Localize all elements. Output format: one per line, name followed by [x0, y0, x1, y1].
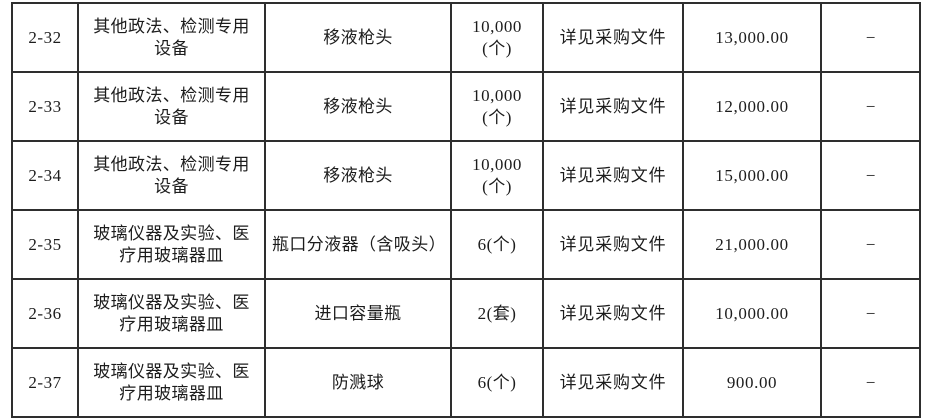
specification-cell: 详见采购文件 — [542, 209, 684, 280]
document-page: 2-32 其他政法、检测专用设备 移液枪头 10,000 (个) 详见采购文件 … — [11, 2, 921, 418]
procurement-item-table: 2-32 其他政法、检测专用设备 移液枪头 10,000 (个) 详见采购文件 … — [11, 2, 921, 418]
remark-cell: − — [820, 2, 921, 73]
item-name-cell: 移液枪头 — [264, 140, 452, 211]
remark-cell: − — [820, 140, 921, 211]
item-number-cell: 2-37 — [11, 347, 79, 418]
specification-cell: 详见采购文件 — [542, 347, 684, 418]
remark-cell: − — [820, 278, 921, 349]
specification-cell: 详见采购文件 — [542, 71, 684, 142]
quantity-unit: (个) — [482, 107, 512, 127]
category-cell: 其他政法、检测专用设备 — [77, 140, 266, 211]
category-cell: 其他政法、检测专用设备 — [77, 71, 266, 142]
table-row: 2-35 玻璃仪器及实验、医疗用玻璃器皿 瓶口分液器（含吸头） 6(个) 详见采… — [11, 209, 921, 280]
quantity-cell: 2(套) — [450, 278, 544, 349]
budget-amount-cell: 13,000.00 — [682, 2, 822, 73]
specification-cell: 详见采购文件 — [542, 140, 684, 211]
quantity-cell: 6(个) — [450, 347, 544, 418]
item-name-cell: 防溅球 — [264, 347, 452, 418]
item-number-cell: 2-36 — [11, 278, 79, 349]
budget-amount-cell: 12,000.00 — [682, 71, 822, 142]
budget-amount-cell: 10,000.00 — [682, 278, 822, 349]
quantity-value: 2(套) — [477, 303, 517, 323]
quantity-unit: (个) — [482, 176, 512, 196]
item-name-cell: 瓶口分液器（含吸头） — [264, 209, 452, 280]
budget-amount-cell: 15,000.00 — [682, 140, 822, 211]
category-cell: 其他政法、检测专用设备 — [77, 2, 266, 73]
quantity-cell: 10,000 (个) — [450, 2, 544, 73]
quantity-cell: 10,000 (个) — [450, 140, 544, 211]
category-cell: 玻璃仪器及实验、医疗用玻璃器皿 — [77, 278, 266, 349]
table-body: 2-32 其他政法、检测专用设备 移液枪头 10,000 (个) 详见采购文件 … — [11, 2, 921, 418]
quantity-cell: 10,000 (个) — [450, 71, 544, 142]
remark-cell: − — [820, 209, 921, 280]
budget-amount-cell: 21,000.00 — [682, 209, 822, 280]
item-number-cell: 2-35 — [11, 209, 79, 280]
category-cell: 玻璃仪器及实验、医疗用玻璃器皿 — [77, 209, 266, 280]
item-number-cell: 2-32 — [11, 2, 79, 73]
table-row: 2-34 其他政法、检测专用设备 移液枪头 10,000 (个) 详见采购文件 … — [11, 140, 921, 211]
item-name-cell: 进口容量瓶 — [264, 278, 452, 349]
quantity-value: 6(个) — [477, 234, 517, 254]
item-name-cell: 移液枪头 — [264, 71, 452, 142]
item-number-cell: 2-33 — [11, 71, 79, 142]
quantity-value: 10,000 — [472, 16, 522, 36]
specification-cell: 详见采购文件 — [542, 2, 684, 73]
item-number-cell: 2-34 — [11, 140, 79, 211]
quantity-value: 6(个) — [477, 372, 517, 392]
remark-cell: − — [820, 71, 921, 142]
quantity-cell: 6(个) — [450, 209, 544, 280]
table-row: 2-36 玻璃仪器及实验、医疗用玻璃器皿 进口容量瓶 2(套) 详见采购文件 1… — [11, 278, 921, 349]
category-cell: 玻璃仪器及实验、医疗用玻璃器皿 — [77, 347, 266, 418]
remark-cell: − — [820, 347, 921, 418]
specification-cell: 详见采购文件 — [542, 278, 684, 349]
quantity-value: 10,000 — [472, 85, 522, 105]
table-row: 2-37 玻璃仪器及实验、医疗用玻璃器皿 防溅球 6(个) 详见采购文件 900… — [11, 347, 921, 418]
quantity-value: 10,000 — [472, 154, 522, 174]
item-name-cell: 移液枪头 — [264, 2, 452, 73]
quantity-unit: (个) — [482, 38, 512, 58]
table-row: 2-32 其他政法、检测专用设备 移液枪头 10,000 (个) 详见采购文件 … — [11, 2, 921, 73]
budget-amount-cell: 900.00 — [682, 347, 822, 418]
table-row: 2-33 其他政法、检测专用设备 移液枪头 10,000 (个) 详见采购文件 … — [11, 71, 921, 142]
